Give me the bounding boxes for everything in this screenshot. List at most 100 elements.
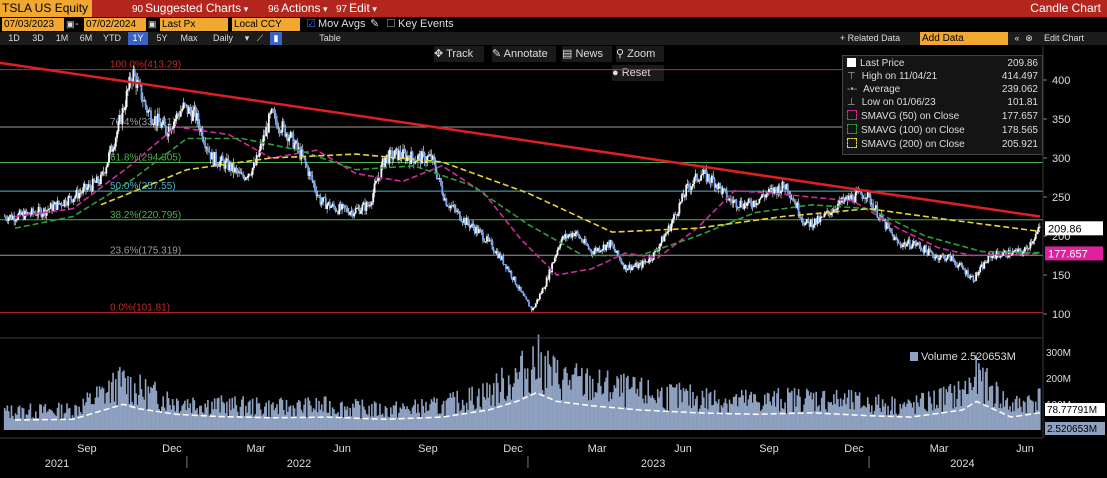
- volume-bar: [701, 390, 704, 430]
- candle: [223, 160, 226, 169]
- line-chart-icon[interactable]: ⟋: [256, 33, 264, 43]
- volume-bar: [339, 402, 342, 430]
- volume-bar: [793, 388, 796, 430]
- ticker-field[interactable]: TSLA US Equity: [0, 0, 92, 17]
- period-tab-5y[interactable]: 5Y: [156, 33, 168, 43]
- period-tab-6m[interactable]: 6M: [79, 33, 93, 43]
- volume-bar: [899, 403, 902, 430]
- candle: [284, 125, 287, 137]
- volume-bar: [609, 392, 612, 430]
- table-button[interactable]: Table: [319, 33, 341, 43]
- volume-bar: [178, 412, 181, 430]
- currency-select[interactable]: Local CCY: [232, 18, 300, 31]
- volume-bar: [934, 408, 937, 430]
- mov-avgs-checkbox-icon[interactable]: ☑: [306, 18, 316, 30]
- volume-bar: [197, 414, 200, 430]
- period-tab-1y[interactable]: 1Y: [128, 32, 148, 45]
- candle: [189, 107, 192, 112]
- pencil-icon[interactable]: ✎: [370, 18, 380, 30]
- zoom-button[interactable]: ⚲ Zoom: [616, 46, 664, 62]
- volume-bar: [300, 409, 303, 430]
- volume-bar: [464, 413, 467, 430]
- dropdown-icon[interactable]: ▾: [244, 33, 250, 43]
- volume-bar: [257, 403, 259, 430]
- related-data-button[interactable]: + Related Data: [839, 33, 901, 43]
- candle: [578, 234, 581, 239]
- collapse-icon[interactable]: «: [1014, 33, 1020, 43]
- candle: [75, 189, 78, 197]
- calendar-icon[interactable]: ▣: [148, 19, 157, 29]
- start-date-field[interactable]: 07/03/2023: [2, 18, 64, 31]
- volume-bar: [24, 418, 26, 430]
- candle: [5, 216, 7, 220]
- frequency-select[interactable]: Daily: [212, 33, 233, 43]
- menu-actions[interactable]: 96 Actions ▾: [268, 1, 328, 15]
- candle: [488, 239, 491, 241]
- end-date-field[interactable]: 07/02/2024: [84, 18, 146, 31]
- candle: [57, 200, 60, 204]
- volume-bar: [75, 405, 78, 430]
- track-button[interactable]: ✥ Track: [434, 46, 484, 62]
- candle: [866, 190, 869, 198]
- candle: [876, 205, 879, 218]
- add-data-input[interactable]: Add Data: [920, 32, 1008, 45]
- candle: [281, 121, 284, 133]
- annotate-button[interactable]: ✎ Annotate: [492, 46, 556, 62]
- volume-bar: [969, 383, 972, 430]
- volume-bar: [189, 403, 192, 430]
- price-field-select[interactable]: Last Px: [160, 18, 228, 31]
- candle: [911, 243, 914, 248]
- calendar-icon[interactable]: ▣: [66, 19, 75, 29]
- candle: [854, 192, 857, 203]
- volume-bar: [261, 415, 263, 430]
- volume-bar: [21, 407, 24, 430]
- menu-suggested-charts[interactable]: 90 Suggested Charts ▾: [132, 1, 249, 15]
- candle: [963, 268, 965, 271]
- volume-bar: [987, 400, 990, 430]
- candle: [734, 199, 736, 201]
- candle: [236, 169, 239, 173]
- volume-bar: [881, 399, 884, 430]
- fib-level-label: 23.6%(175.319): [110, 245, 181, 256]
- candle: [11, 215, 14, 220]
- volume-bar: [759, 410, 762, 430]
- candle: [291, 131, 293, 133]
- candle: [201, 128, 204, 140]
- candle: [1014, 249, 1017, 251]
- x-tick-label: Sep: [418, 443, 438, 455]
- volume-bar: [425, 401, 427, 430]
- news-button[interactable]: ▤ News: [562, 46, 612, 62]
- candle: [625, 265, 628, 271]
- edit-chart-button[interactable]: Edit Chart: [1043, 33, 1085, 43]
- candle-icon[interactable]: ▮: [270, 32, 282, 45]
- key-events-label[interactable]: Key Events: [398, 18, 454, 30]
- reset-button[interactable]: ● Reset: [612, 65, 664, 81]
- menu-edit[interactable]: 97 Edit ▾: [336, 1, 377, 15]
- volume-bar: [1011, 402, 1014, 430]
- volume-bar: [384, 406, 387, 430]
- candle: [774, 187, 777, 190]
- link-icon[interactable]: ⊗: [1025, 33, 1033, 43]
- y-tick-label: 300: [1052, 153, 1070, 165]
- volume-bar: [953, 385, 956, 430]
- period-tab-ytd[interactable]: YTD: [103, 33, 121, 43]
- volume-bar: [847, 389, 850, 430]
- candle: [220, 156, 223, 161]
- period-tab-3d[interactable]: 3D: [32, 33, 44, 43]
- period-tab-max[interactable]: Max: [180, 33, 198, 43]
- period-tab-1m[interactable]: 1M: [55, 33, 69, 43]
- volume-bar: [406, 406, 408, 430]
- candle: [683, 196, 686, 198]
- period-tab-1d[interactable]: 1D: [8, 33, 20, 43]
- candle: [742, 206, 744, 209]
- x-tick-label: Sep: [77, 443, 97, 455]
- mov-avgs-label[interactable]: Mov Avgs: [318, 18, 366, 30]
- volume-bar: [975, 355, 977, 430]
- candle: [731, 201, 734, 204]
- candle: [175, 113, 178, 119]
- key-events-checkbox-icon[interactable]: ☐: [386, 18, 396, 30]
- candle: [93, 178, 95, 182]
- volume-bar: [166, 391, 169, 430]
- volume-bar: [356, 400, 358, 430]
- legend-low: ⊥ Low on 01/06/23: [847, 97, 936, 108]
